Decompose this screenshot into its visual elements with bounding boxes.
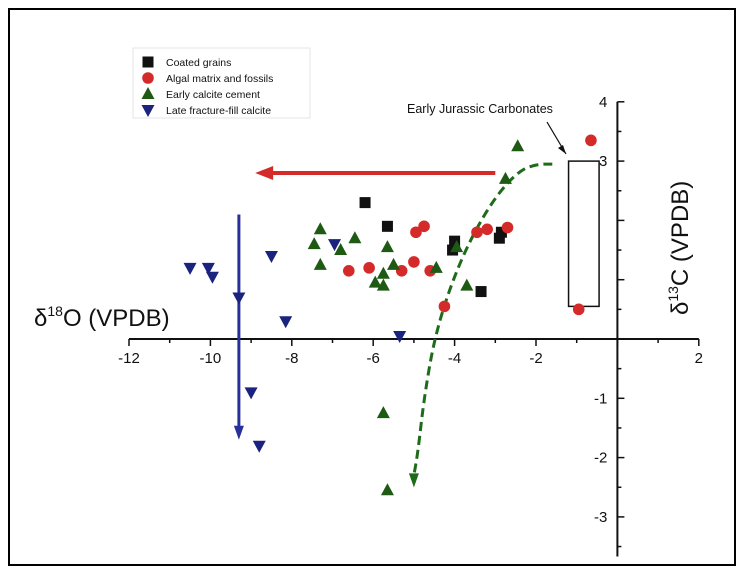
early-calcite-cement-point xyxy=(460,278,474,291)
y-tick-label: -2 xyxy=(594,450,607,467)
late-fracture-fill-calcite-point xyxy=(244,387,258,400)
x-axis-label: δ18O (VPDB) xyxy=(34,303,170,332)
annotation-pointer-head xyxy=(558,145,566,154)
algal-matrix-and-fossils-point xyxy=(438,300,451,313)
algal-matrix-and-fossils-point xyxy=(418,220,430,233)
legend-box xyxy=(132,47,311,119)
coated-grains-point xyxy=(381,220,393,232)
legend-marker xyxy=(141,105,155,117)
y-tick-label: 4 xyxy=(599,94,607,111)
x-tick-label: -6 xyxy=(367,350,380,367)
late-fracture-fill-calcite-point xyxy=(252,440,266,453)
legend-marker xyxy=(142,56,154,68)
legend-marker xyxy=(142,72,154,84)
early-calcite-cement-point xyxy=(334,243,348,256)
annotation-label: Early Jurassic Carbonates xyxy=(407,102,553,116)
late-fracture-fill-calcite-point xyxy=(328,239,342,252)
coated-grains-point xyxy=(449,235,461,247)
early-calcite-cement-point xyxy=(307,237,321,250)
early-calcite-cement-point xyxy=(511,139,525,152)
data-points xyxy=(183,134,597,496)
algal-matrix-and-fossils-point xyxy=(342,265,355,277)
early-calcite-cement-point xyxy=(376,406,390,419)
early-calcite-cement-point xyxy=(380,240,394,253)
early-calcite-cement-point xyxy=(348,231,362,244)
late-fracture-fill-calcite-point xyxy=(393,331,407,344)
y-axis-label: δ13C (VPDB) xyxy=(665,181,694,315)
x-tick-label: -10 xyxy=(200,350,222,367)
legend-label: Algal matrix and fossils xyxy=(166,73,273,85)
legend-label: Coated grains xyxy=(166,57,231,69)
algal-matrix-and-fossils-point xyxy=(572,303,585,316)
x-tick-label: -12 xyxy=(118,350,140,367)
algal-matrix-and-fossils-point xyxy=(363,262,375,274)
green-dashed-curve xyxy=(412,162,553,476)
early-calcite-cement-point xyxy=(376,278,390,291)
chart-frame xyxy=(8,8,736,566)
late-fracture-fill-calcite-point xyxy=(201,262,215,275)
y-tick-label: -1 xyxy=(594,390,607,407)
legend: Coated grains Algal matrix and fossils Ear… xyxy=(132,47,311,119)
late-fracture-fill-calcite-point xyxy=(264,250,278,263)
x-tick-label: -8 xyxy=(285,350,298,367)
axes: -12 -10 -8 -6 -4 -2 2 -3 -2 -1 3 4 xyxy=(118,94,703,557)
coated-grains-point xyxy=(359,197,371,209)
x-tick-label: -2 xyxy=(529,350,542,367)
algal-matrix-and-fossils-point xyxy=(410,226,422,239)
early-calcite-cement-point xyxy=(313,222,327,235)
early-jurassic-box xyxy=(567,160,600,308)
x-tick-label: 2 xyxy=(695,350,703,367)
early-calcite-cement-point xyxy=(429,260,443,273)
early-calcite-cement-point xyxy=(498,171,512,184)
early-calcite-cement-point xyxy=(380,483,394,496)
x-tick-label: -4 xyxy=(448,350,461,367)
early-calcite-cement-point xyxy=(376,266,390,279)
coated-grains-point xyxy=(495,226,507,238)
coated-grains-point xyxy=(493,232,505,244)
red-arrow-head xyxy=(255,165,274,180)
late-fracture-fill-calcite-point xyxy=(183,262,197,275)
early-calcite-cement-point xyxy=(368,275,382,288)
green-curve-head xyxy=(408,473,419,488)
legend-label: Early calcite cement xyxy=(166,89,260,101)
late-fracture-fill-calcite-point xyxy=(232,292,246,305)
early-calcite-cement-point xyxy=(313,257,327,270)
coated-grains-point xyxy=(475,286,487,298)
legend-label: Late fracture-fill calcite xyxy=(166,105,271,117)
y-tick-label: 3 xyxy=(599,153,607,170)
algal-matrix-and-fossils-point xyxy=(501,221,514,234)
algal-matrix-and-fossils-point xyxy=(481,223,493,236)
y-tick-label: -3 xyxy=(594,509,607,526)
algal-matrix-and-fossils-point xyxy=(471,226,483,239)
overlays xyxy=(233,121,600,488)
algal-matrix-and-fossils-point xyxy=(585,134,597,147)
late-fracture-fill-calcite-point xyxy=(279,316,293,329)
axis-labels: δ18O (VPDB) δ13C (VPDB) xyxy=(34,181,694,332)
algal-matrix-and-fossils-point xyxy=(408,256,420,268)
legend-marker xyxy=(141,87,155,99)
early-calcite-cement-point xyxy=(450,240,464,253)
late-fracture-fill-calcite-point xyxy=(205,271,219,284)
early-calcite-cement-point xyxy=(387,257,401,270)
blue-arrow-head xyxy=(233,425,244,440)
